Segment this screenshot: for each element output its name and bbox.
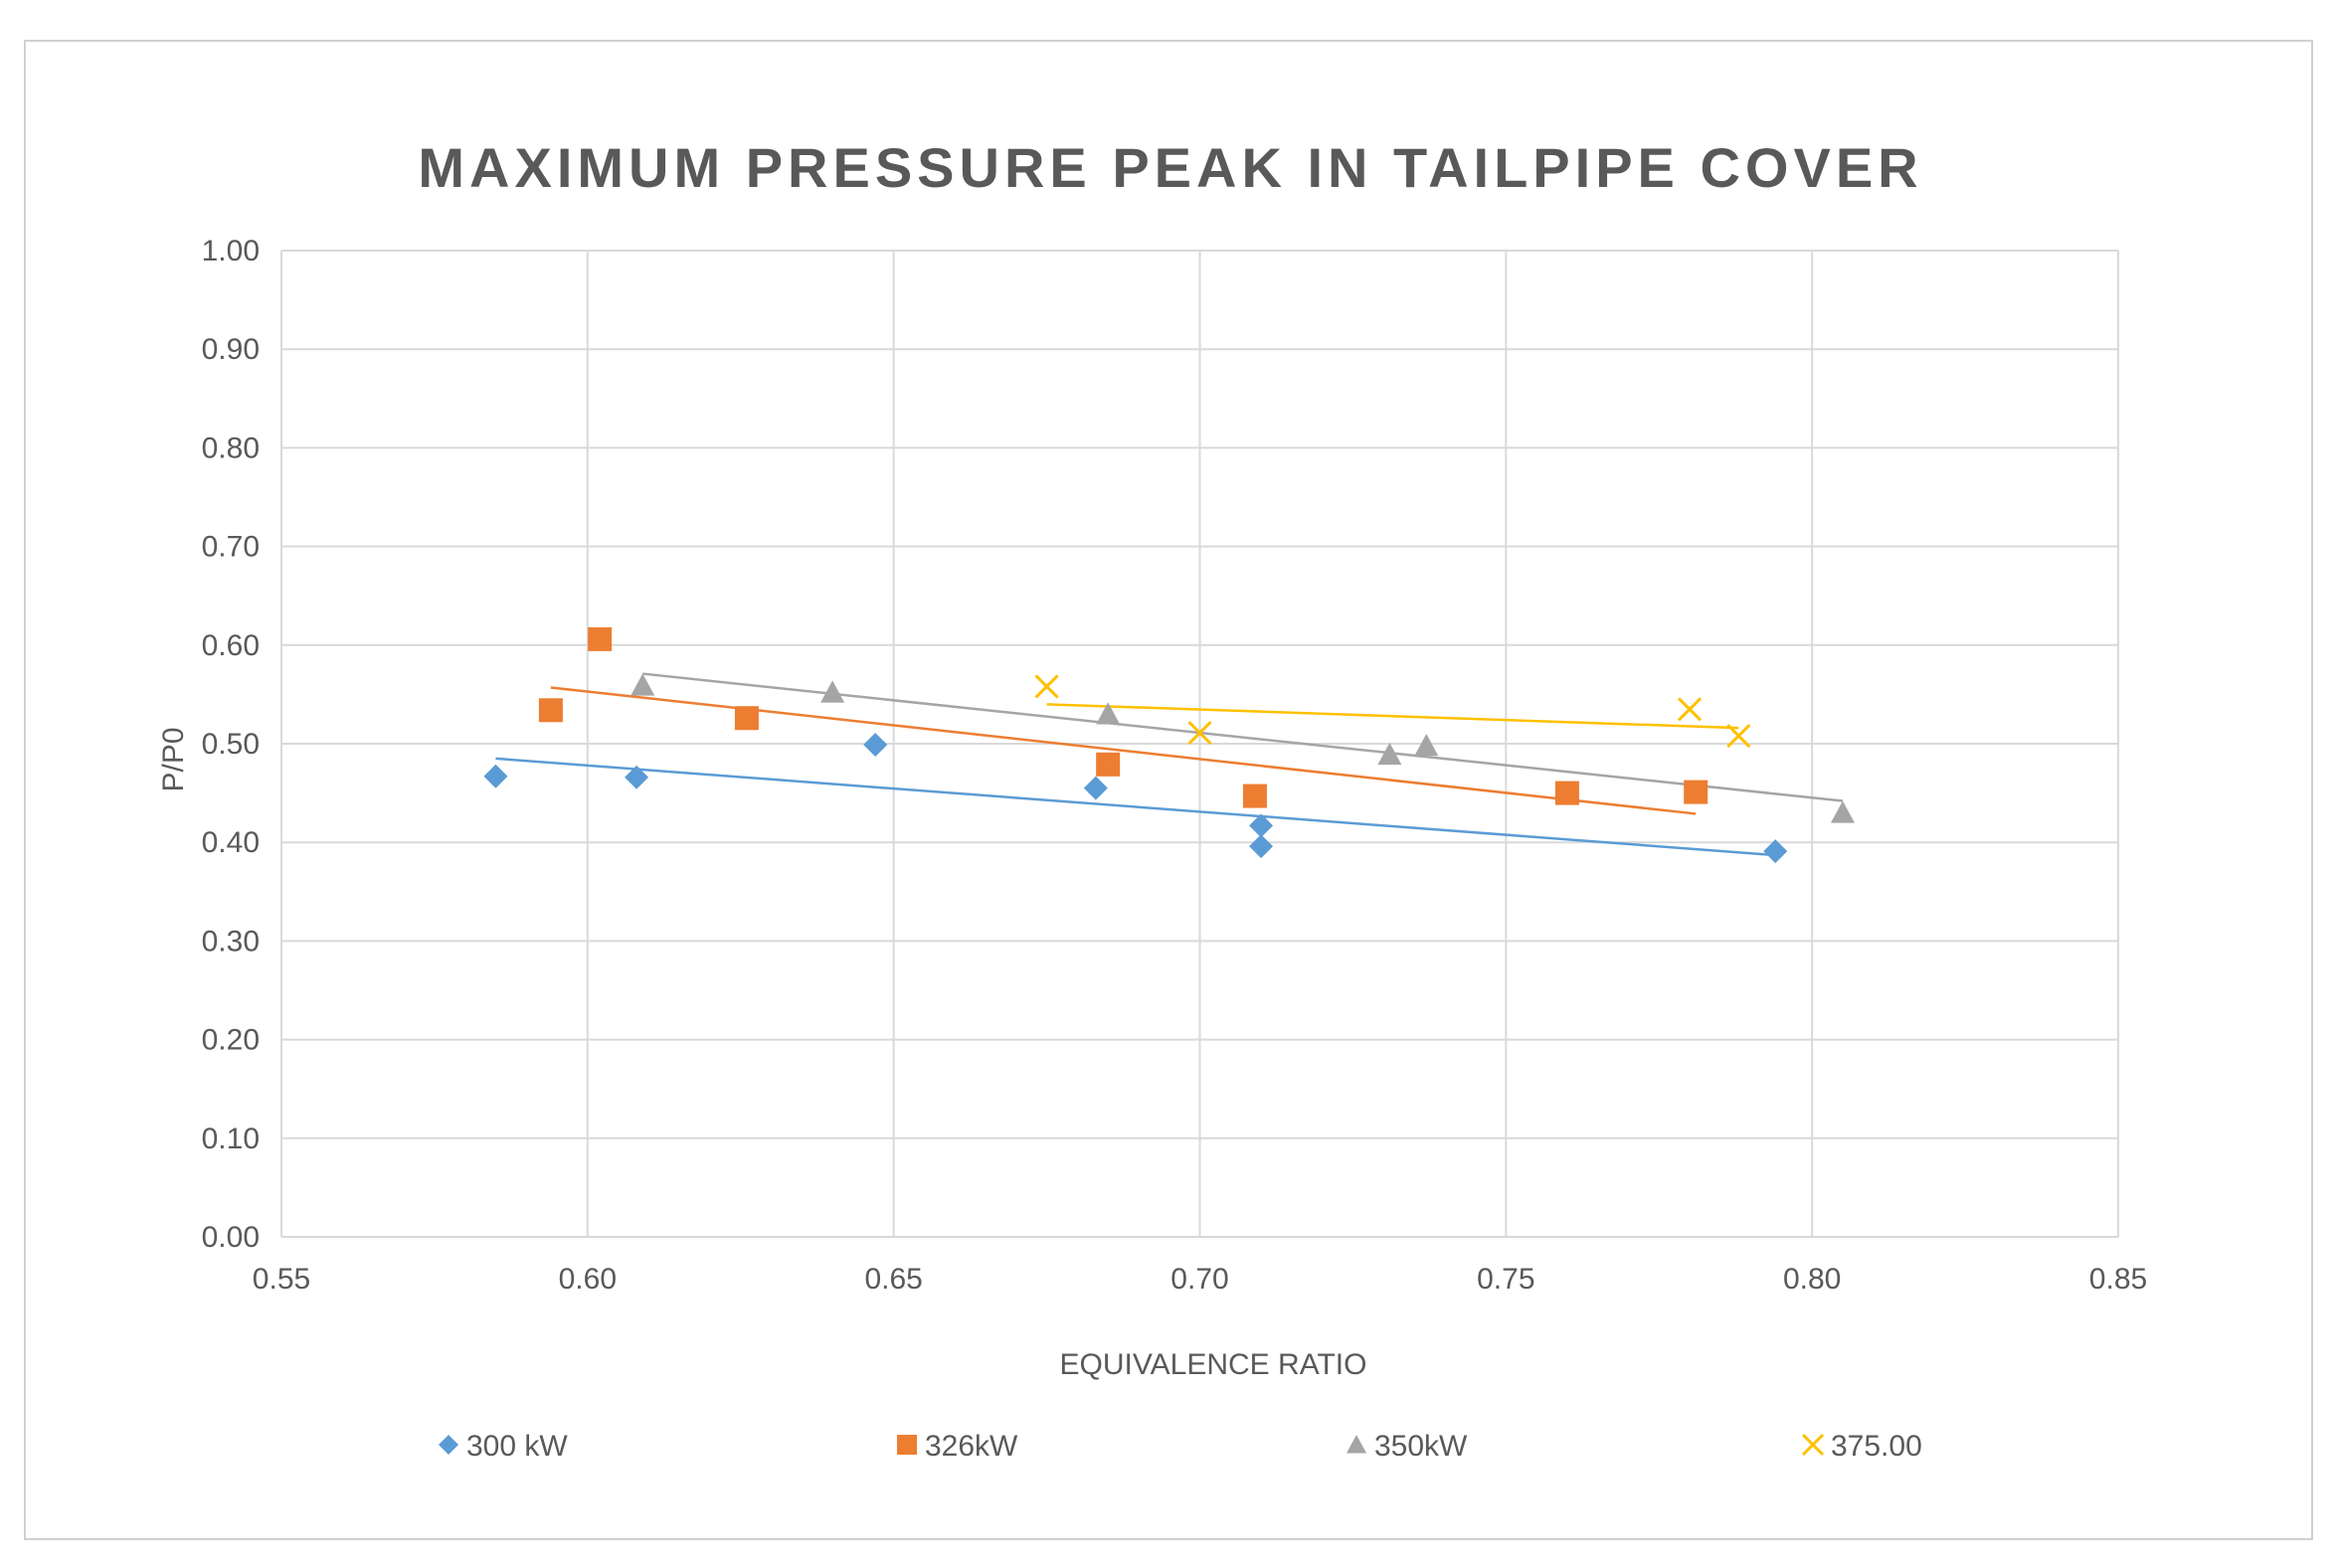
trendline-300-kw bbox=[495, 757, 1776, 857]
legend: 300 kW 326kW 350kW 375.00 bbox=[439, 1430, 1922, 1463]
data-point-300-kw bbox=[863, 732, 888, 757]
trend-layer bbox=[495, 672, 1844, 857]
legend-label-326kw: 326kW bbox=[925, 1430, 1018, 1463]
y-tick-label: 0.30 bbox=[202, 925, 260, 958]
data-point-326kw bbox=[734, 706, 759, 731]
data-point-350kw bbox=[1414, 733, 1439, 757]
data-point-326kw bbox=[538, 698, 563, 723]
legend-marker-350kw bbox=[1347, 1435, 1366, 1454]
data-point-350kw bbox=[820, 680, 845, 703]
x-stroke bbox=[1187, 721, 1212, 746]
data-point-326kw bbox=[1242, 784, 1267, 808]
x-axis-title: EQUIVALENCE RATIO bbox=[1060, 1348, 1367, 1381]
data-point-326kw bbox=[1684, 780, 1709, 804]
data-point-350kw bbox=[1377, 742, 1402, 766]
x-tick-label: 0.65 bbox=[864, 1263, 922, 1296]
y-tick-label: 1.00 bbox=[202, 235, 260, 267]
x-stroke bbox=[1677, 697, 1703, 722]
legend-label-300-kw: 300 kW bbox=[466, 1430, 568, 1463]
legend-marker-300-kw bbox=[439, 1435, 458, 1455]
data-point-300-kw bbox=[483, 764, 508, 788]
data-point-375-00 bbox=[1726, 724, 1751, 749]
y-tick-label: 0.80 bbox=[202, 432, 260, 464]
axis-layer: 0.00 0.10 0.20 0.30 0.40 0.50 0.60 0.70 0.80 0.90… bbox=[202, 235, 2148, 1296]
data-point-350kw bbox=[1096, 702, 1121, 725]
data-point-326kw bbox=[1096, 752, 1121, 777]
x-tick-label: 0.75 bbox=[1477, 1263, 1534, 1296]
y-tick-label: 0.40 bbox=[202, 826, 260, 859]
data-point-300-kw bbox=[1763, 839, 1788, 864]
x-tick-label: 0.70 bbox=[1170, 1263, 1228, 1296]
data-point-350kw bbox=[1830, 800, 1855, 823]
data-point-300-kw bbox=[625, 765, 649, 789]
x-stroke bbox=[1726, 724, 1751, 749]
legend-label-375-00: 375.00 bbox=[1831, 1430, 1922, 1463]
x-tick-label: 0.60 bbox=[559, 1263, 617, 1296]
grid-layer bbox=[280, 250, 2119, 1238]
x-tick-label: 0.80 bbox=[1783, 1263, 1841, 1296]
x-tick-label: 0.55 bbox=[253, 1263, 310, 1296]
x-stroke bbox=[1801, 1433, 1825, 1457]
y-tick-label: 0.00 bbox=[202, 1221, 260, 1254]
data-point-326kw bbox=[1554, 781, 1579, 805]
legend-marker-375-00 bbox=[1801, 1433, 1825, 1457]
x-tick-label: 0.85 bbox=[2089, 1263, 2147, 1296]
x-stroke bbox=[1034, 674, 1059, 699]
point-layer bbox=[483, 626, 1855, 864]
chart-title: MAXIMUM PRESSURE PEAK IN TAILPIPE COVER bbox=[418, 136, 1922, 199]
trendline-350kw bbox=[642, 672, 1844, 802]
data-point-375-00 bbox=[1187, 721, 1212, 746]
trendline-375-00 bbox=[1046, 703, 1739, 730]
data-point-300-kw bbox=[1249, 813, 1274, 838]
legend-marker-326kw bbox=[897, 1435, 917, 1455]
y-tick-label: 0.60 bbox=[202, 629, 260, 662]
y-tick-label: 0.20 bbox=[202, 1024, 260, 1057]
y-tick-label: 0.70 bbox=[202, 531, 260, 564]
chart-svg: MAXIMUM PRESSURE PEAK IN TAILPIPE COVER … bbox=[157, 136, 2148, 1463]
y-axis-title: P/P0 bbox=[157, 727, 190, 791]
data-point-300-kw bbox=[1249, 834, 1274, 859]
y-tick-label: 0.10 bbox=[202, 1123, 260, 1155]
data-point-375-00 bbox=[1677, 697, 1703, 722]
data-point-326kw bbox=[588, 626, 613, 651]
chart-frame: MAXIMUM PRESSURE PEAK IN TAILPIPE COVER … bbox=[24, 40, 2313, 1540]
data-point-300-kw bbox=[1083, 776, 1108, 800]
y-tick-label: 0.90 bbox=[202, 333, 260, 366]
data-point-350kw bbox=[630, 673, 655, 696]
data-point-375-00 bbox=[1034, 674, 1059, 699]
y-tick-label: 0.50 bbox=[202, 728, 260, 761]
legend-label-350kw: 350kW bbox=[1374, 1430, 1468, 1463]
